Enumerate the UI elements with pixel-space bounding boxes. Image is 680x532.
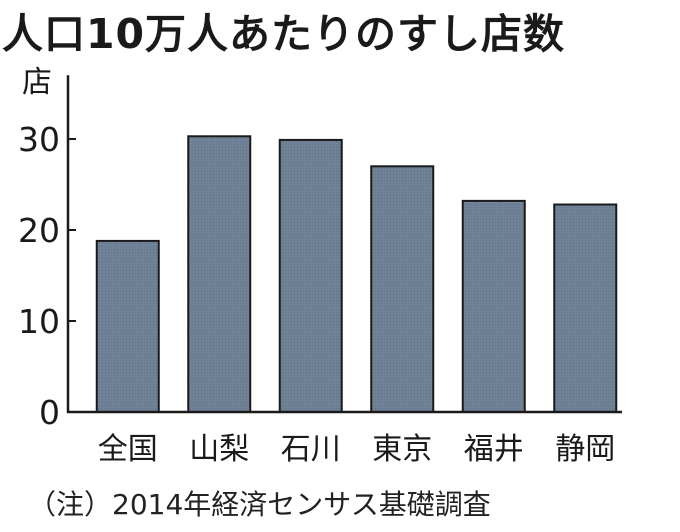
y-axis-ticks: 0 10 20 30 — [18, 120, 76, 432]
y-tick-label-10: 10 — [18, 302, 60, 341]
y-tick-label-0: 0 — [39, 393, 60, 432]
x-label-石川: 石川 — [281, 432, 341, 467]
y-axis-unit-label: 店 — [22, 65, 52, 100]
x-label-静岡: 静岡 — [555, 432, 615, 467]
x-label-全国: 全国 — [98, 432, 158, 467]
bar-山梨 — [187, 135, 252, 414]
x-axis-labels: 全国 山梨 石川 東京 福井 静岡 — [98, 432, 616, 467]
bar-東京 — [370, 165, 435, 413]
chart-title: 人口10万人あたりのすし店数 — [2, 10, 566, 58]
x-label-福井: 福井 — [464, 432, 524, 467]
bar-福井 — [461, 199, 526, 413]
y-tick-label-20: 20 — [18, 211, 60, 250]
y-tick-label-30: 30 — [18, 120, 60, 159]
x-label-東京: 東京 — [372, 432, 432, 467]
bar-静岡 — [553, 203, 618, 413]
x-label-山梨: 山梨 — [189, 432, 249, 467]
bar-石川 — [278, 138, 343, 413]
footnote: （注）2014年経済センサス基礎調査 — [28, 488, 491, 521]
bar-全国 — [95, 239, 160, 413]
bars — [95, 135, 618, 414]
